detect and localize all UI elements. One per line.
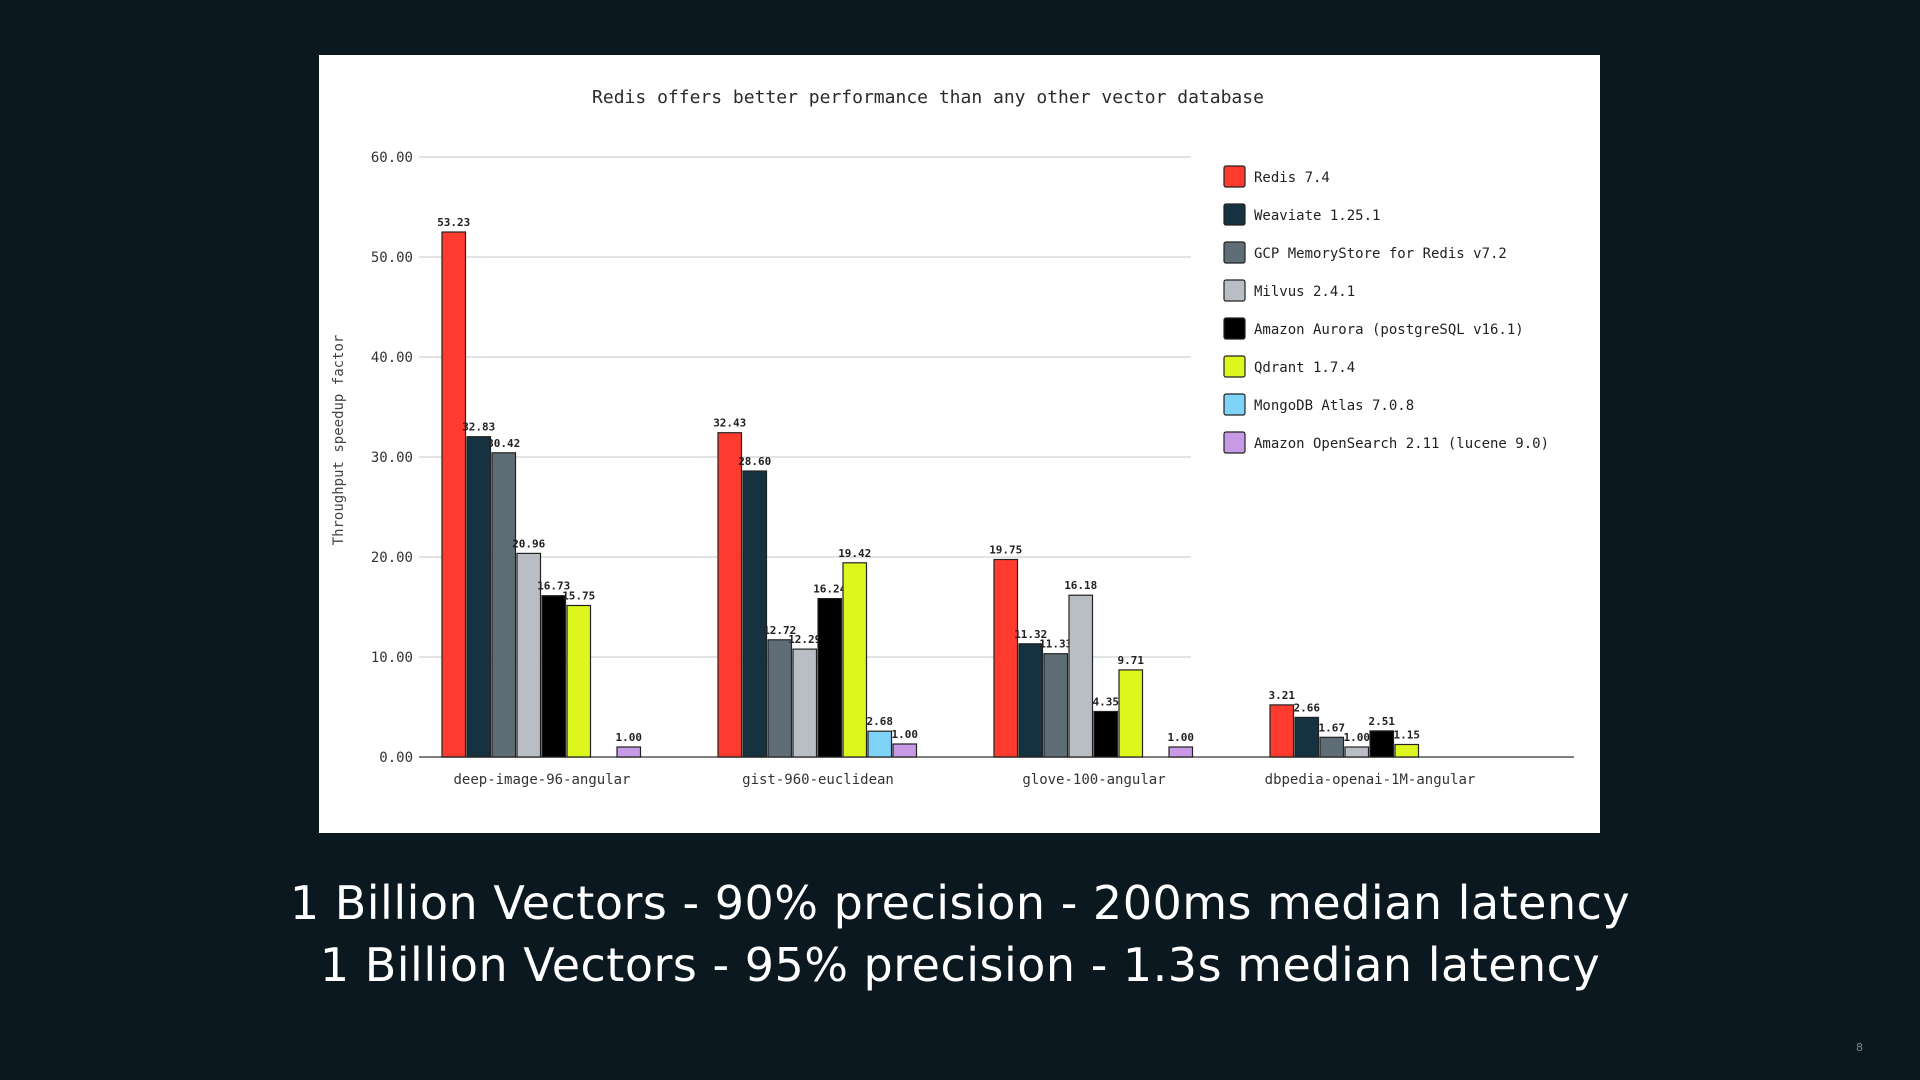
bar-value-label: 1.67 <box>1319 721 1346 734</box>
caption-line-2: 1 Billion Vectors - 95% precision - 1.3s… <box>319 938 1601 992</box>
bar-value-label: 16.24 <box>813 583 846 596</box>
bar <box>1369 730 1395 758</box>
y-tick-label: 10.00 <box>371 650 413 666</box>
legend-swatch <box>1223 431 1246 454</box>
bar-value-label: 11.32 <box>1014 628 1047 641</box>
chart-card: Redis offers better performance than any… <box>319 55 1600 833</box>
bar-value-label: 3.21 <box>1269 689 1296 702</box>
bar <box>1118 669 1144 758</box>
bar-value-label: 28.60 <box>738 455 771 468</box>
bar <box>516 552 542 758</box>
bar <box>817 597 843 758</box>
bar-value-label: 1.00 <box>1344 731 1371 744</box>
bar-value-label: 20.96 <box>512 537 545 550</box>
bar <box>1344 746 1370 758</box>
bar <box>1068 594 1094 758</box>
legend-swatch <box>1223 279 1246 302</box>
legend-label: Milvus 2.4.1 <box>1254 284 1355 300</box>
legend-swatch <box>1223 241 1246 264</box>
bar-value-label: 32.83 <box>462 421 495 434</box>
legend-swatch <box>1223 317 1246 340</box>
bar <box>892 743 918 758</box>
legend-swatch <box>1223 393 1246 416</box>
bar <box>1093 710 1119 758</box>
legend-label: Amazon Aurora (postgreSQL v16.1) <box>1254 322 1524 338</box>
bar-value-label: 2.68 <box>867 715 894 728</box>
x-tick-label: deep-image-96-angular <box>453 772 630 788</box>
bar-value-label: 1.00 <box>616 731 643 744</box>
bar <box>867 730 893 758</box>
chart-title: Redis offers better performance than any… <box>592 87 1264 108</box>
bar-value-label: 12.72 <box>763 624 796 637</box>
y-tick-label: 30.00 <box>371 450 413 466</box>
bar-value-label: 2.66 <box>1294 701 1321 714</box>
legend-swatch <box>1223 355 1246 378</box>
bar <box>842 562 868 758</box>
bar <box>767 639 793 758</box>
bar <box>1294 716 1320 758</box>
bar-value-label: 53.23 <box>437 216 470 229</box>
legend-label: MongoDB Atlas 7.0.8 <box>1254 398 1414 414</box>
y-tick-label: 0.00 <box>379 750 413 766</box>
bar-value-label: 19.75 <box>989 544 1022 557</box>
legend-label: GCP MemoryStore for Redis v7.2 <box>1254 246 1507 262</box>
caption-line-1: 1 Billion Vectors - 90% precision - 200m… <box>289 876 1631 930</box>
bar-value-label: 9.71 <box>1118 654 1145 667</box>
legend-swatch <box>1223 165 1246 188</box>
bar <box>742 470 768 758</box>
bar <box>1018 643 1044 758</box>
bar <box>566 604 592 758</box>
y-tick-label: 20.00 <box>371 550 413 566</box>
bar <box>1394 743 1420 758</box>
bar-value-label: 12.29 <box>788 633 821 646</box>
y-tick-label: 60.00 <box>371 150 413 166</box>
legend-label: Redis 7.4 <box>1254 170 1330 186</box>
bar-value-label: 16.18 <box>1064 579 1097 592</box>
legend-label: Amazon OpenSearch 2.11 (lucene 9.0) <box>1254 436 1549 452</box>
bar-value-label: 30.42 <box>487 437 520 450</box>
bar-value-label: 19.42 <box>838 547 871 560</box>
bar <box>541 595 567 758</box>
bar <box>1168 746 1194 758</box>
x-tick-label: dbpedia-openai-1M-angular <box>1265 772 1476 788</box>
bar-value-label: 1.00 <box>1168 731 1195 744</box>
y-axis-label: Throughput speedup factor <box>331 335 347 546</box>
bar <box>441 231 467 758</box>
legend-label: Weaviate 1.25.1 <box>1254 208 1380 224</box>
bar <box>717 432 743 758</box>
bar <box>993 558 1019 758</box>
bar-value-label: 15.75 <box>562 590 595 603</box>
bar <box>1319 736 1345 758</box>
y-tick-label: 40.00 <box>371 350 413 366</box>
bar <box>466 436 492 758</box>
bar-value-label: 2.51 <box>1369 715 1396 728</box>
bar <box>491 452 517 758</box>
bar-chart: Redis offers better performance than any… <box>331 87 1574 788</box>
bar-value-label: 32.43 <box>713 417 746 430</box>
bar <box>792 648 818 758</box>
x-tick-label: gist-960-euclidean <box>742 772 894 788</box>
bar-value-label: 4.35 <box>1093 696 1120 709</box>
bar <box>1043 653 1069 758</box>
x-tick-label: glove-100-angular <box>1022 772 1165 788</box>
bar-value-label: 1.00 <box>892 728 919 741</box>
bar-value-label: 1.15 <box>1394 729 1421 742</box>
legend-swatch <box>1223 203 1246 226</box>
page-number: 8 <box>1856 1041 1863 1054</box>
bar <box>1269 704 1295 758</box>
bar-value-label: 16.73 <box>537 580 570 593</box>
legend-label: Qdrant 1.7.4 <box>1254 360 1355 376</box>
legend: Redis 7.4 Weaviate 1.25.1 GCP MemoryStore … <box>1223 165 1549 454</box>
y-tick-label: 50.00 <box>371 250 413 266</box>
bar-value-label: 11.33 <box>1039 638 1072 651</box>
bar <box>616 746 642 758</box>
